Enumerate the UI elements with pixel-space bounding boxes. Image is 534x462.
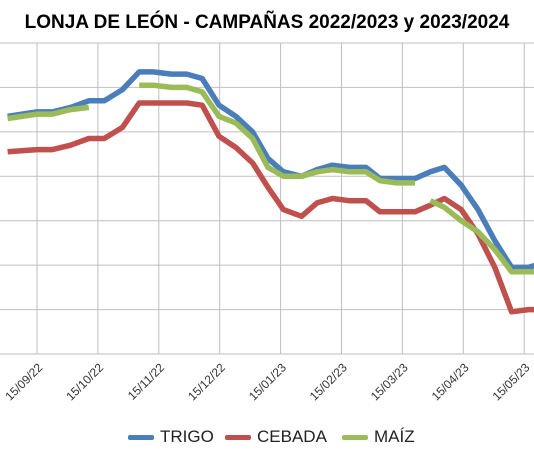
x-tick-label: 15/02/23 [307, 360, 350, 403]
legend-swatch-trigo [128, 434, 154, 440]
legend-swatch-cebada [225, 434, 251, 440]
legend-swatch-maiz [342, 434, 368, 440]
series-line-maiz-segment-1 [7, 104, 90, 122]
series-line-maiz-segment-2 [139, 82, 415, 186]
series-line-maiz-segment-3 [429, 198, 534, 275]
x-tick-label: 15/05/23 [490, 360, 533, 403]
x-tick-label: 15/09/22 [2, 360, 45, 403]
chart-series-lines [7, 69, 534, 315]
legend-label-cebada: CEBADA [257, 427, 327, 446]
legend-item-trigo: TRIGO [128, 425, 214, 449]
x-axis-tick-labels: 15/09/22 15/10/22 15/11/22 15/12/22 15/01/23… [2, 360, 533, 403]
chart-title: LONJA DE LEÓN - CAMPAÑAS 2022/2023 y 202… [24, 12, 510, 33]
chart-legend: TRIGO CEBADA MAÍZ [0, 425, 534, 449]
x-tick-label: 15/12/22 [185, 360, 228, 403]
x-tick-label: 15/11/22 [125, 360, 168, 403]
legend-label-trigo: TRIGO [160, 427, 214, 446]
x-tick-label: 15/04/23 [429, 360, 472, 403]
legend-item-maiz: MAÍZ [342, 425, 415, 449]
series-line-cebada [7, 100, 534, 315]
x-tick-label: 15/10/22 [63, 360, 106, 403]
x-tick-label: 15/01/23 [246, 360, 289, 403]
legend-label-maiz: MAÍZ [374, 427, 415, 446]
x-tick-label: 15/03/23 [368, 360, 411, 403]
legend-item-cebada: CEBADA [225, 425, 327, 449]
chart-gridlines [0, 42, 534, 355]
